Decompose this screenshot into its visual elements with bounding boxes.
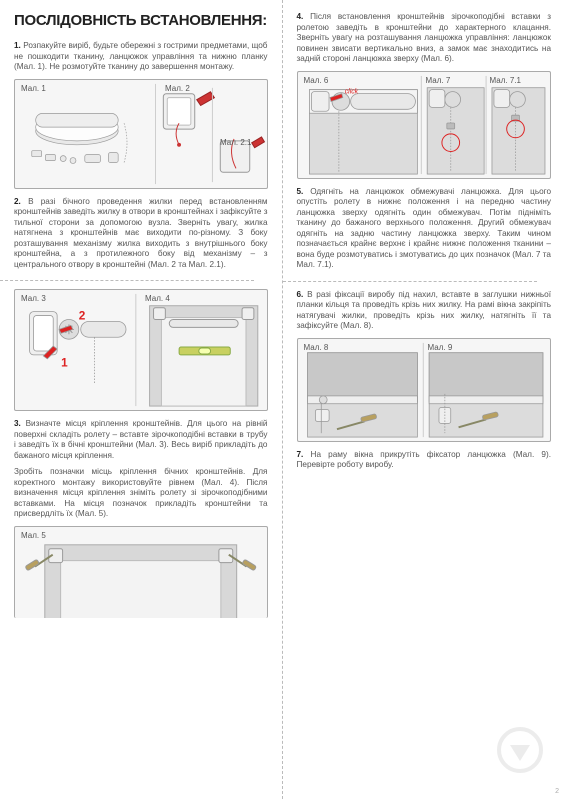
dashcut-left <box>0 280 254 281</box>
fig8-label: Мал. 8 <box>304 343 329 352</box>
fig67-svg: click <box>298 72 551 178</box>
step-1-text: Розпакуйте виріб, будьте обережні з гост… <box>14 41 268 71</box>
fig1-label: Мал. 1 <box>21 84 46 93</box>
fig-8-9: Мал. 8 Мал. 9 <box>297 338 552 442</box>
step-1: 1. Розпакуйте виріб, будьте обережні з г… <box>14 41 268 73</box>
step-3b: Зробіть позначки місць кріплення бічних … <box>14 467 268 520</box>
step-3a-text: Визначте місця кріплення кронштейнів. Дл… <box>14 419 268 460</box>
page-title: ПОСЛІДОВНІСТЬ ВСТАНОВЛЕННЯ: <box>14 12 268 29</box>
right-column: 4. Після встановлення кронштейнів зірочк… <box>283 0 565 799</box>
num-2: 2 <box>79 309 86 323</box>
step-5-text: Одягніть на ланцюжок обмежувачі ланцюжка… <box>297 187 552 270</box>
fig3-label: Мал. 3 <box>21 294 46 303</box>
click-label: click <box>344 88 358 95</box>
fig71-label: Мал. 7.1 <box>490 76 521 85</box>
left-column: ПОСЛІДОВНІСТЬ ВСТАНОВЛЕННЯ: 1. Розпакуйт… <box>0 0 283 799</box>
fig21-label: Мал. 2.1 <box>220 138 251 147</box>
fig1-svg <box>15 80 267 188</box>
step-7: 7. На раму вікна прикрутіть фіксатор лан… <box>297 450 552 471</box>
step-3a: 3. Визначте місця кріплення кронштейнів.… <box>14 419 268 461</box>
fig9-label: Мал. 9 <box>428 343 453 352</box>
page-number: 2 <box>555 788 559 795</box>
fig-1-2: Мал. 1 Мал. 2 Мал. 2.1 <box>14 79 268 189</box>
step-6: 6. В разі фіксації виробу під нахил, вст… <box>297 290 552 332</box>
dashcut-right <box>283 281 538 282</box>
step-4-text: Після встановлення кронштейнів зірочкопо… <box>297 12 552 63</box>
fig-3-4: Мал. 3 Мал. 4 1 2 <box>14 289 268 411</box>
step-4: 4. Після встановлення кронштейнів зірочк… <box>297 12 552 65</box>
step-5: 5. Одягніть на ланцюжок обмежувачі ланцю… <box>297 187 552 271</box>
step-7-text: На раму вікна прикрутіть фіксатор ланцюж… <box>297 450 551 470</box>
fig-6-7: Мал. 6 Мал. 7 Мал. 7.1 click <box>297 71 552 179</box>
fig7-label: Мал. 7 <box>426 76 451 85</box>
step-2: 2. В разі бічного проведення жилки перед… <box>14 197 268 271</box>
fig34-svg: 1 2 <box>15 290 267 410</box>
fig-5: Мал. 5 <box>14 526 268 618</box>
fig6-label: Мал. 6 <box>304 76 329 85</box>
num-1: 1 <box>61 356 68 370</box>
fig5-label: Мал. 5 <box>21 531 46 540</box>
fig89-svg <box>298 339 551 441</box>
step-2-text: В разі бічного проведення жилки перед вс… <box>14 197 268 269</box>
step-6-text: В разі фіксації виробу під нахил, вставт… <box>297 290 552 331</box>
fig2-label: Мал. 2 <box>165 84 190 93</box>
watermark-icon <box>497 727 543 773</box>
fig4-label: Мал. 4 <box>145 294 170 303</box>
fig5-svg <box>15 527 267 618</box>
